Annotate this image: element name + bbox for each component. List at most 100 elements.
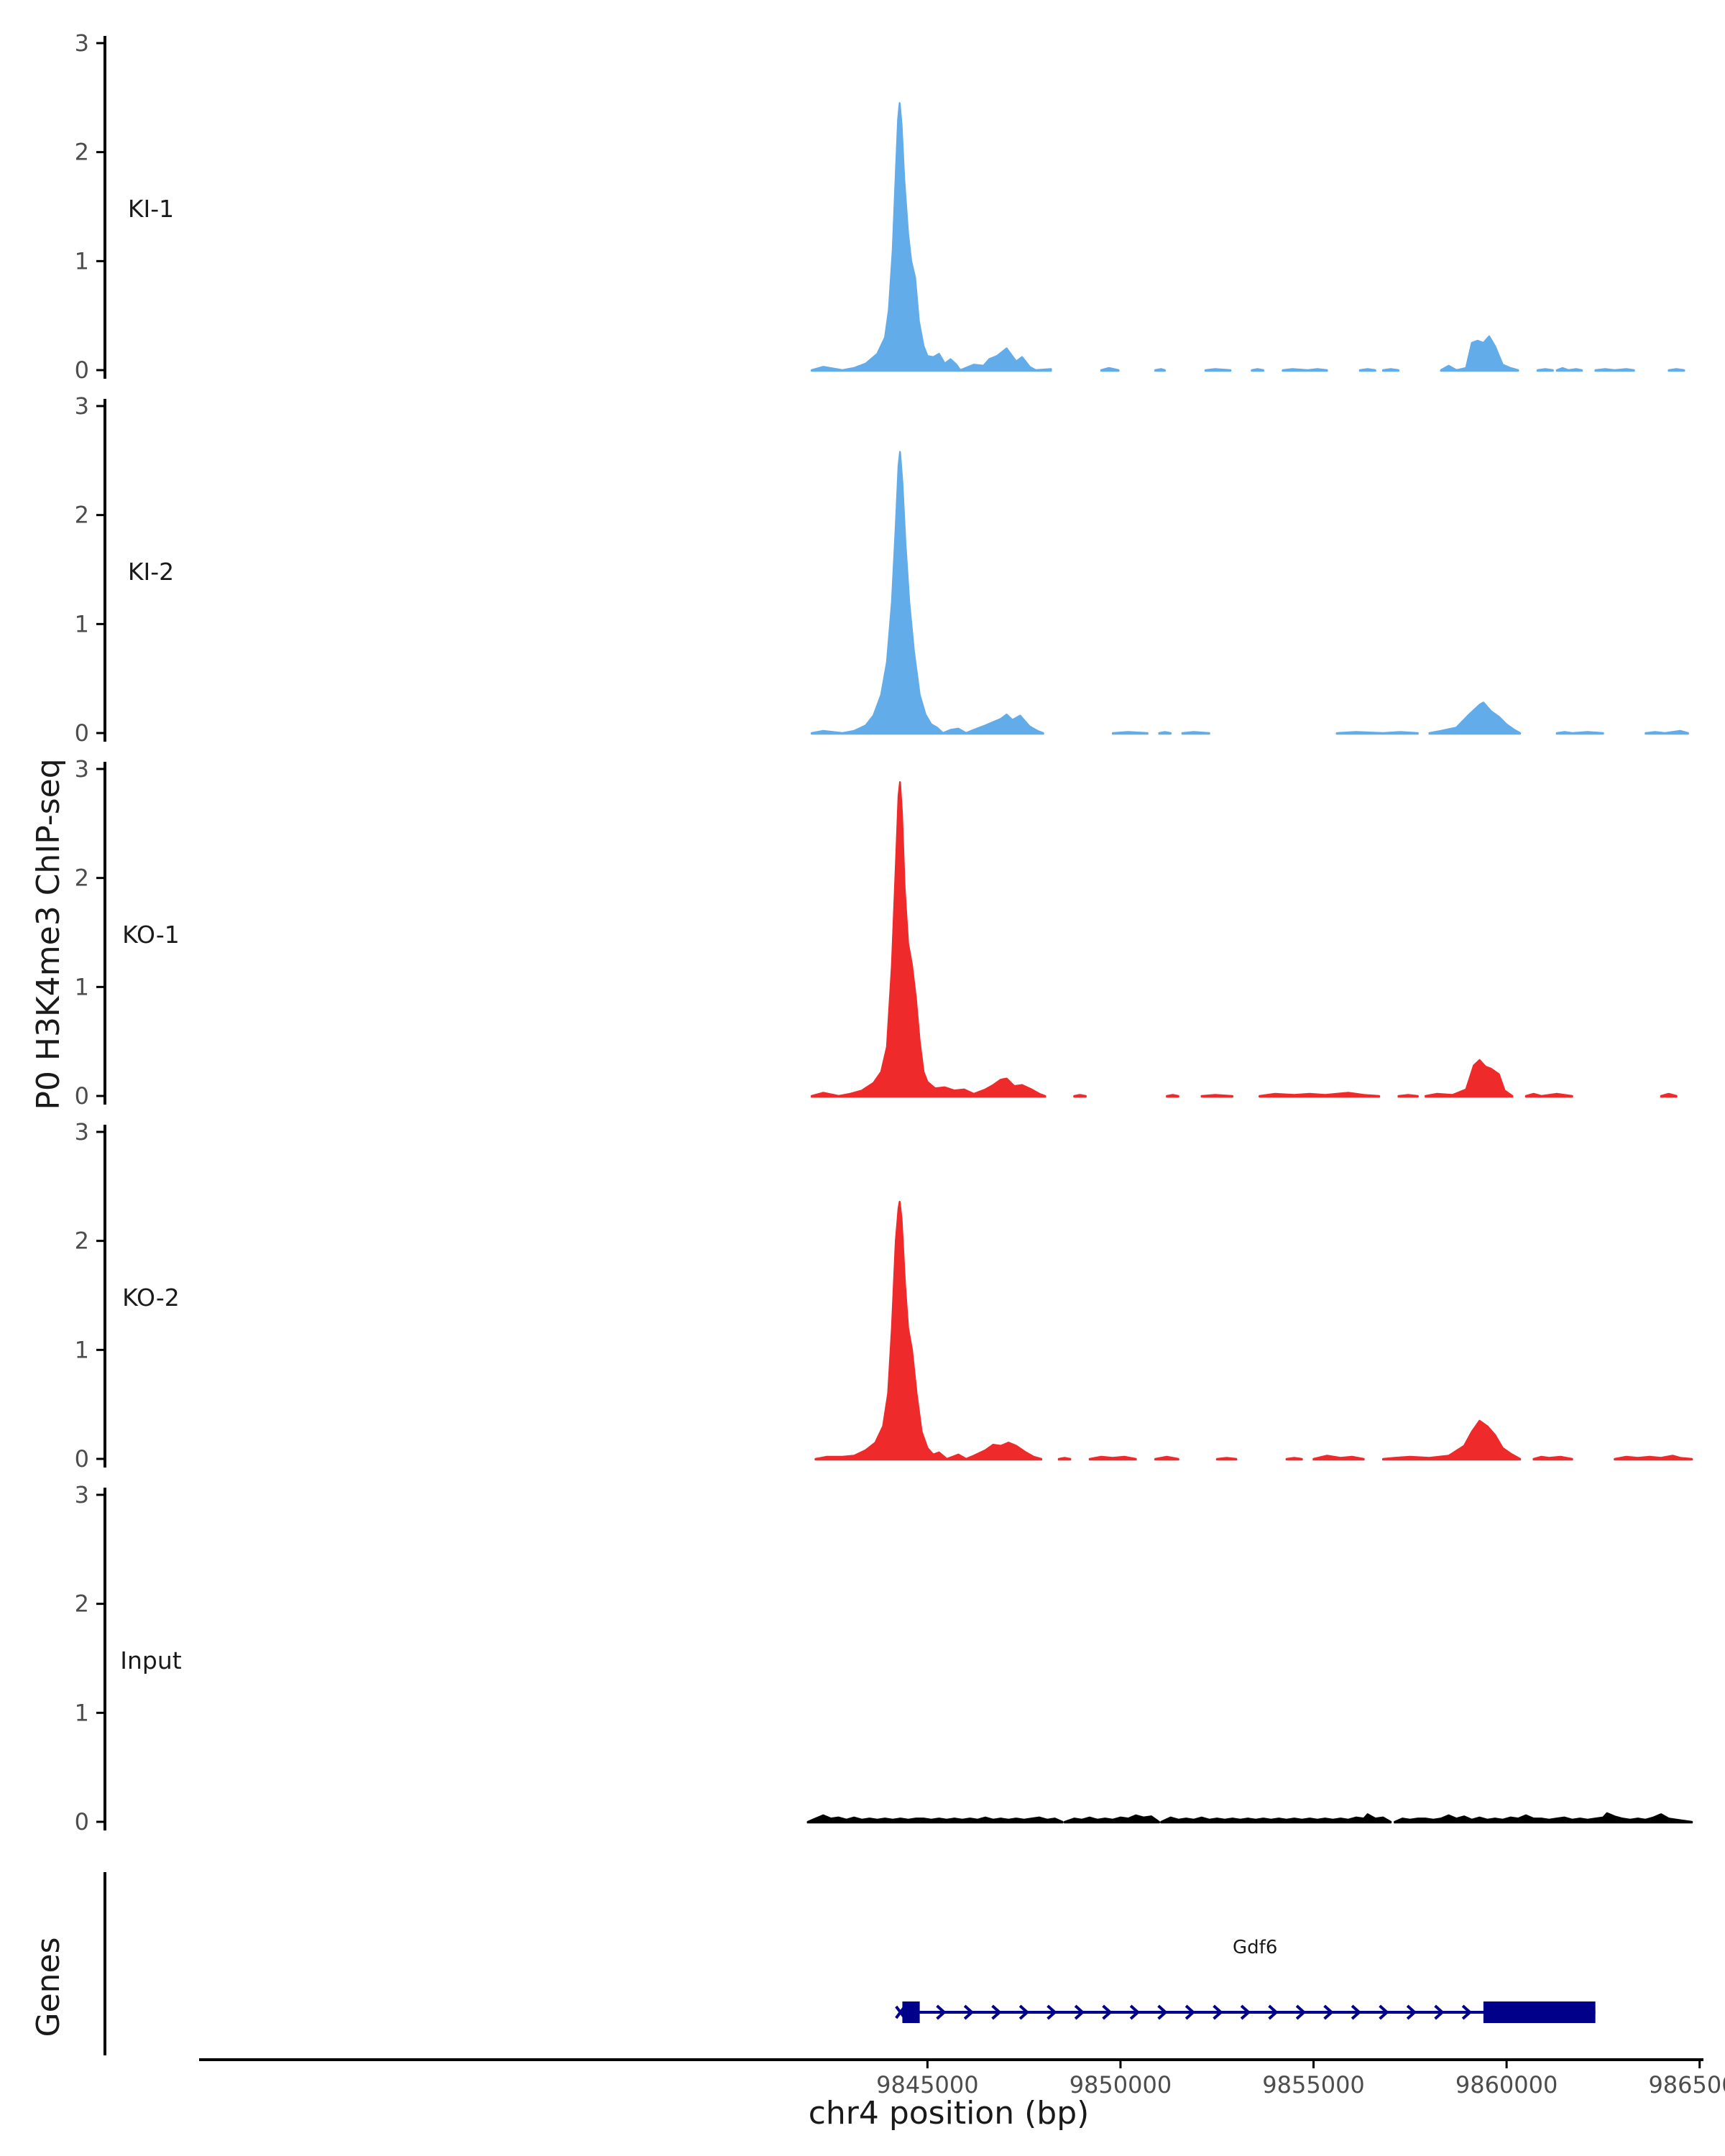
strand-chevron	[1295, 2004, 1307, 2020]
y-tick-label: 3	[75, 1481, 89, 1508]
track-label: KI-1	[128, 195, 174, 223]
signal-area-input	[806, 1814, 1064, 1824]
signal-area-ko-1	[1166, 1094, 1179, 1098]
signal-area-ki-2	[1335, 731, 1419, 735]
y-tick-label: 0	[75, 719, 89, 747]
signal-area-ko-2	[1057, 1457, 1072, 1461]
x-tick-label: 9855000	[1262, 2071, 1365, 2099]
signal-area-ko-1	[1200, 1094, 1233, 1098]
signal-area-ki-1	[1282, 368, 1328, 372]
signal-area-ki-1	[1154, 368, 1166, 372]
y-tick-label: 0	[75, 1808, 89, 1835]
signal-area-ki-2	[1111, 731, 1149, 735]
signal-area-ko-2	[1614, 1455, 1693, 1461]
signal-area-ko-1	[1425, 1059, 1514, 1098]
track-label: KI-2	[128, 558, 174, 586]
y-tick-label: 3	[75, 392, 89, 420]
signal-area-ko-1	[1660, 1092, 1678, 1098]
signal-area-ko-1	[1259, 1092, 1381, 1098]
y-tick-label: 1	[75, 973, 89, 1000]
strand-chevron	[1046, 2004, 1057, 2020]
y-tick-label: 1	[75, 1336, 89, 1363]
y-tick-label: 1	[75, 247, 89, 275]
signal-area-ki-1	[1594, 368, 1635, 372]
strand-chevron	[1323, 2004, 1334, 2020]
strand-chevron	[963, 2004, 975, 2020]
y-tick-label: 3	[75, 1118, 89, 1146]
strand-chevron	[1240, 2004, 1251, 2020]
genes-track: Gdf6	[104, 1872, 1596, 2055]
gene-name-label: Gdf6	[1233, 1937, 1277, 1958]
signal-area-ko-2	[1215, 1457, 1238, 1461]
signal-tracks: 0 1 2 3 KI-1 0 1 2 3 KI-2 0 1 2 3 KO-1 0 1 2 3 KO-2 0 1 2 3 Inpu…	[75, 29, 1693, 1835]
y-tick-label: 2	[75, 865, 89, 892]
x-tick-label: 9865000	[1648, 2071, 1725, 2099]
x-tick-label: 9860000	[1455, 2071, 1558, 2099]
track-ki-1: 0 1 2 3 KI-1	[75, 29, 1685, 384]
y-tick-label: 3	[75, 29, 89, 57]
strand-chevron	[1102, 2004, 1113, 2020]
strand-chevron	[1184, 2004, 1196, 2020]
signal-area-input	[1394, 1812, 1693, 1824]
track-ki-2: 0 1 2 3 KI-2	[75, 392, 1689, 747]
y-tick-label: 2	[75, 1227, 89, 1255]
signal-area-ko-1	[1397, 1094, 1419, 1098]
strand-chevron	[1406, 2004, 1417, 2020]
signal-area-ki-1	[1251, 368, 1264, 372]
strand-chevron	[1018, 2004, 1030, 2020]
y-tick-label: 0	[75, 356, 89, 384]
signal-area-ki-2	[1644, 729, 1689, 735]
y-axis-title: P0 H3K4me3 ChIP-seq	[30, 758, 67, 1110]
x-axis: 9845000 9850000 9855000 9860000 9865000	[199, 2058, 1725, 2099]
track-ko-2: 0 1 2 3 KO-2	[75, 1118, 1693, 1473]
signal-area-ki-2	[1428, 701, 1522, 735]
y-tick-label: 1	[75, 610, 89, 637]
signal-area-ko-2	[1088, 1455, 1137, 1461]
y-tick-label: 2	[75, 502, 89, 529]
track-label: Input	[120, 1646, 182, 1674]
signal-area-input	[1063, 1814, 1160, 1824]
track-label: KO-1	[122, 921, 180, 949]
track-ko-1: 0 1 2 3 KO-1	[75, 755, 1678, 1110]
strand-chevron	[1157, 2004, 1168, 2020]
signal-area-ki-2	[1158, 731, 1172, 735]
signal-area-input	[1160, 1813, 1392, 1824]
strand-chevron	[936, 2004, 947, 2020]
strand-chevron	[1351, 2004, 1362, 2020]
signal-area-ki-1	[1555, 367, 1583, 372]
signal-area-ko-2	[1381, 1419, 1522, 1461]
y-tick-label: 2	[75, 1590, 89, 1618]
signal-area-ki-2	[1555, 731, 1604, 735]
signal-area-ko-2	[1154, 1455, 1179, 1461]
strand-chevron	[1379, 2004, 1389, 2020]
signal-area-ki-2	[1181, 731, 1210, 735]
gene-exon	[902, 2001, 920, 2023]
gene-exon	[1483, 2001, 1596, 2023]
signal-area-ki-1	[1440, 335, 1519, 372]
strand-chevron	[1129, 2004, 1141, 2020]
signal-area-ko-2	[814, 1200, 1043, 1461]
x-axis-title: chr4 position (bp)	[809, 2095, 1090, 2132]
y-tick-label: 2	[75, 139, 89, 166]
signal-area-ko-2	[1532, 1455, 1573, 1461]
strand-chevron	[1268, 2004, 1279, 2020]
signal-area-ki-1	[1204, 368, 1232, 372]
genes-track-label: Genes	[30, 1937, 67, 2037]
y-tick-label: 0	[75, 1445, 89, 1473]
strand-chevron	[1434, 2004, 1445, 2020]
x-tick-label: 9850000	[1070, 2071, 1172, 2099]
signal-area-ki-1	[1668, 368, 1685, 372]
track-input: 0 1 2 3 Input	[75, 1481, 1693, 1835]
strand-chevron	[1461, 2004, 1473, 2020]
signal-area-ko-1	[1073, 1094, 1087, 1098]
signal-area-ko-1	[810, 780, 1046, 1098]
strand-chevron	[1213, 2004, 1223, 2020]
signal-area-ki-1	[1100, 367, 1120, 372]
y-tick-label: 0	[75, 1082, 89, 1110]
x-tick-label: 9845000	[876, 2071, 979, 2099]
y-tick-label: 1	[75, 1699, 89, 1726]
signal-area-ko-2	[1312, 1455, 1365, 1461]
signal-area-ko-2	[1285, 1457, 1303, 1461]
signal-area-ki-1	[1536, 368, 1554, 372]
